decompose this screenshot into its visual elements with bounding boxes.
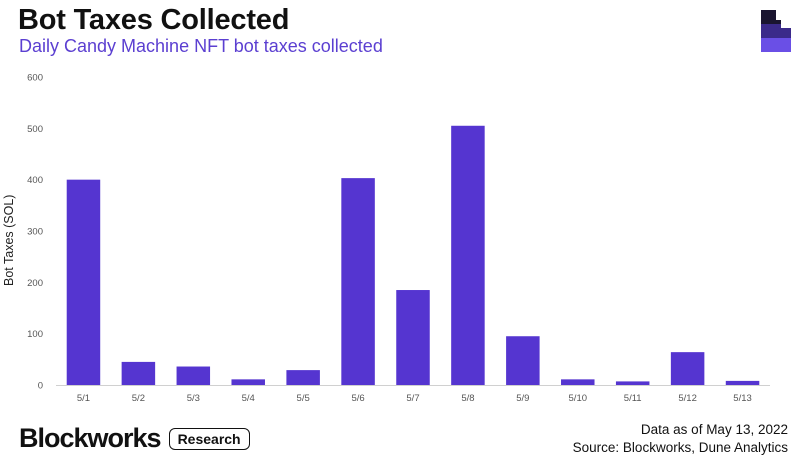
x-tick-label: 5/9 xyxy=(516,393,529,404)
y-tick-label: 400 xyxy=(27,175,43,186)
x-tick-label: 5/7 xyxy=(406,393,419,404)
bar xyxy=(561,379,595,385)
bar xyxy=(451,125,485,386)
source-note: Data as of May 13, 2022 Source: Blockwor… xyxy=(573,421,788,457)
source-line: Source: Blockworks, Dune Analytics xyxy=(572,440,788,455)
y-tick-label: 100 xyxy=(27,329,43,340)
bar xyxy=(286,370,320,385)
bar xyxy=(341,178,375,385)
brand-name: Blockworks xyxy=(19,423,162,453)
bar xyxy=(396,290,430,385)
y-tick-label: 500 xyxy=(27,124,43,135)
x-tick-label: 5/8 xyxy=(461,393,474,404)
bar xyxy=(506,336,540,385)
x-tick-label: 5/6 xyxy=(351,393,364,404)
y-axis-label: Bot Taxes (SOL) xyxy=(2,194,16,286)
data-date-note: Data as of May 13, 2022 xyxy=(640,422,788,437)
y-tick-label: 300 xyxy=(27,227,43,238)
x-tick-label: 5/12 xyxy=(678,393,697,404)
blockworks-logo-icon xyxy=(761,10,791,52)
x-tick-label: 5/4 xyxy=(242,393,255,404)
x-tick-label: 5/10 xyxy=(569,393,588,404)
x-tick-label: 5/13 xyxy=(733,393,752,404)
bar xyxy=(725,380,760,385)
x-tick-label: 5/11 xyxy=(624,393,642,404)
x-tick-label: 5/1 xyxy=(77,393,90,404)
y-tick-label: 600 xyxy=(27,73,43,84)
research-badge: Research xyxy=(168,427,250,450)
y-tick-label: 200 xyxy=(27,278,43,289)
chart-subtitle: Daily Candy Machine NFT bot taxes collec… xyxy=(19,36,383,56)
x-tick-label: 5/3 xyxy=(187,393,200,404)
bar xyxy=(615,381,650,385)
chart-title: Bot Taxes Collected xyxy=(18,4,290,36)
bar xyxy=(66,179,101,385)
brand-footer: Blockworks Research xyxy=(19,425,250,452)
bar xyxy=(176,366,211,385)
bar xyxy=(121,361,156,385)
y-tick-label: 0 xyxy=(38,381,43,392)
x-tick-label: 5/2 xyxy=(132,393,145,404)
x-tick-label: 5/5 xyxy=(297,393,310,404)
bar xyxy=(670,352,705,385)
bar xyxy=(231,379,265,385)
